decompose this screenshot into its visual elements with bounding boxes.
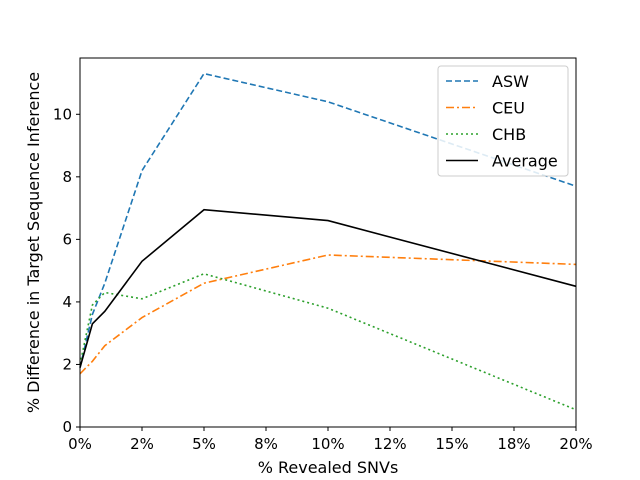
- y-tick-label: 6: [62, 230, 72, 248]
- x-axis-label: % Revealed SNVs: [258, 458, 399, 477]
- x-tick-label: 18%: [497, 435, 530, 453]
- legend: ASW CEU CHB Average: [437, 65, 569, 177]
- y-axis-label: % Difference in Target Sequence Inferenc…: [24, 72, 43, 413]
- y-tick-label: 4: [62, 293, 72, 311]
- legend-label-average: Average: [492, 152, 558, 171]
- x-tick-label: 20%: [559, 435, 592, 453]
- x-tick-label: 2%: [130, 435, 154, 453]
- series-line-ceu: [79, 254, 577, 375]
- legend-box: [437, 65, 569, 177]
- series-line-asw: [79, 72, 577, 368]
- x-tick-label: 15%: [435, 435, 468, 453]
- legend-label-asw: ASW: [492, 72, 529, 91]
- x-tick-label: 0%: [68, 435, 92, 453]
- y-tick-label: 10: [53, 105, 72, 123]
- series-layer: [79, 72, 577, 411]
- x-tick-label: 5%: [192, 435, 216, 453]
- x-axis: 0% 2% 5% 8% 10% 12% 15% 18% 20%: [68, 427, 593, 453]
- x-tick-label: 10%: [311, 435, 344, 453]
- y-tick-label: 8: [62, 168, 72, 186]
- legend-label-chb: CHB: [492, 125, 526, 144]
- y-tick-label: 2: [62, 355, 72, 373]
- legend-label-ceu: CEU: [492, 99, 525, 118]
- series-line-chb: [79, 272, 577, 411]
- y-tick-label: 0: [62, 418, 72, 436]
- series-line-average: [79, 208, 577, 368]
- x-tick-label: 12%: [373, 435, 406, 453]
- y-axis: 0 2 4 6 8 10: [53, 105, 80, 436]
- x-tick-label: 8%: [254, 435, 278, 453]
